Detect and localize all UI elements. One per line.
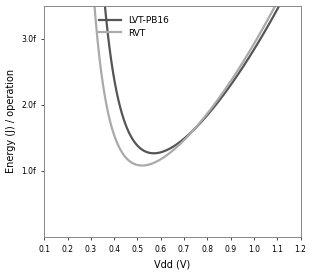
Legend: LVT-PB16, RVT: LVT-PB16, RVT bbox=[95, 12, 173, 41]
X-axis label: Vdd (V): Vdd (V) bbox=[154, 259, 191, 270]
RVT bbox=[219, 94, 222, 98]
RVT bbox=[242, 58, 246, 62]
LVT-PB16 bbox=[247, 56, 251, 59]
LVT-PB16 bbox=[156, 151, 159, 155]
RVT bbox=[140, 164, 144, 167]
RVT bbox=[156, 160, 159, 163]
RVT bbox=[146, 163, 150, 166]
Line: LVT-PB16: LVT-PB16 bbox=[44, 0, 300, 153]
Y-axis label: Energy (J) / operation: Energy (J) / operation bbox=[6, 69, 16, 173]
Line: RVT: RVT bbox=[44, 0, 300, 166]
LVT-PB16 bbox=[152, 152, 156, 155]
RVT bbox=[247, 51, 251, 54]
LVT-PB16 bbox=[242, 63, 246, 67]
LVT-PB16 bbox=[146, 151, 150, 154]
LVT-PB16 bbox=[219, 97, 222, 100]
